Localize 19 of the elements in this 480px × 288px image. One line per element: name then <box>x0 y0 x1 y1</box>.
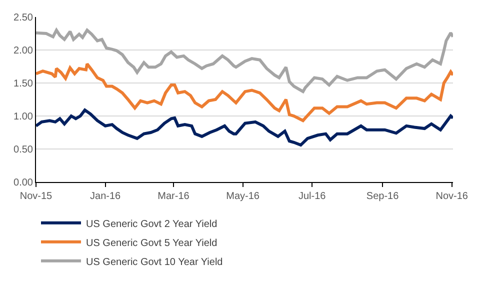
y-tick-label: 2.00 <box>14 46 34 56</box>
x-tick-label: May-16 <box>226 191 260 202</box>
legend-label: US Generic Govt 5 Year Yield <box>86 238 218 249</box>
x-tick-label: Sep-16 <box>366 191 400 202</box>
x-tick-label: Jan-16 <box>90 191 122 202</box>
y-tick-label: 0.00 <box>14 178 34 188</box>
y-tick-label: 1.00 <box>14 112 34 122</box>
x-tick-label: Nov-16 <box>436 191 468 202</box>
y-tick-label: 1.50 <box>14 78 34 90</box>
line-series <box>36 28 453 94</box>
y-tick-label: 0.50 <box>14 144 34 156</box>
x-tick-label: Nov-15 <box>20 191 53 202</box>
line-series <box>36 108 453 147</box>
x-tick-label: Jul-16 <box>298 191 326 202</box>
legend-label: US Generic Govt 2 Year Yield <box>86 218 218 230</box>
y-tick-label: 2.50 <box>14 12 34 24</box>
x-tick-label: Mar-16 <box>158 191 190 202</box>
line-series <box>36 62 453 122</box>
legend-label: US Generic Govt 10 Year Yield <box>86 256 223 268</box>
